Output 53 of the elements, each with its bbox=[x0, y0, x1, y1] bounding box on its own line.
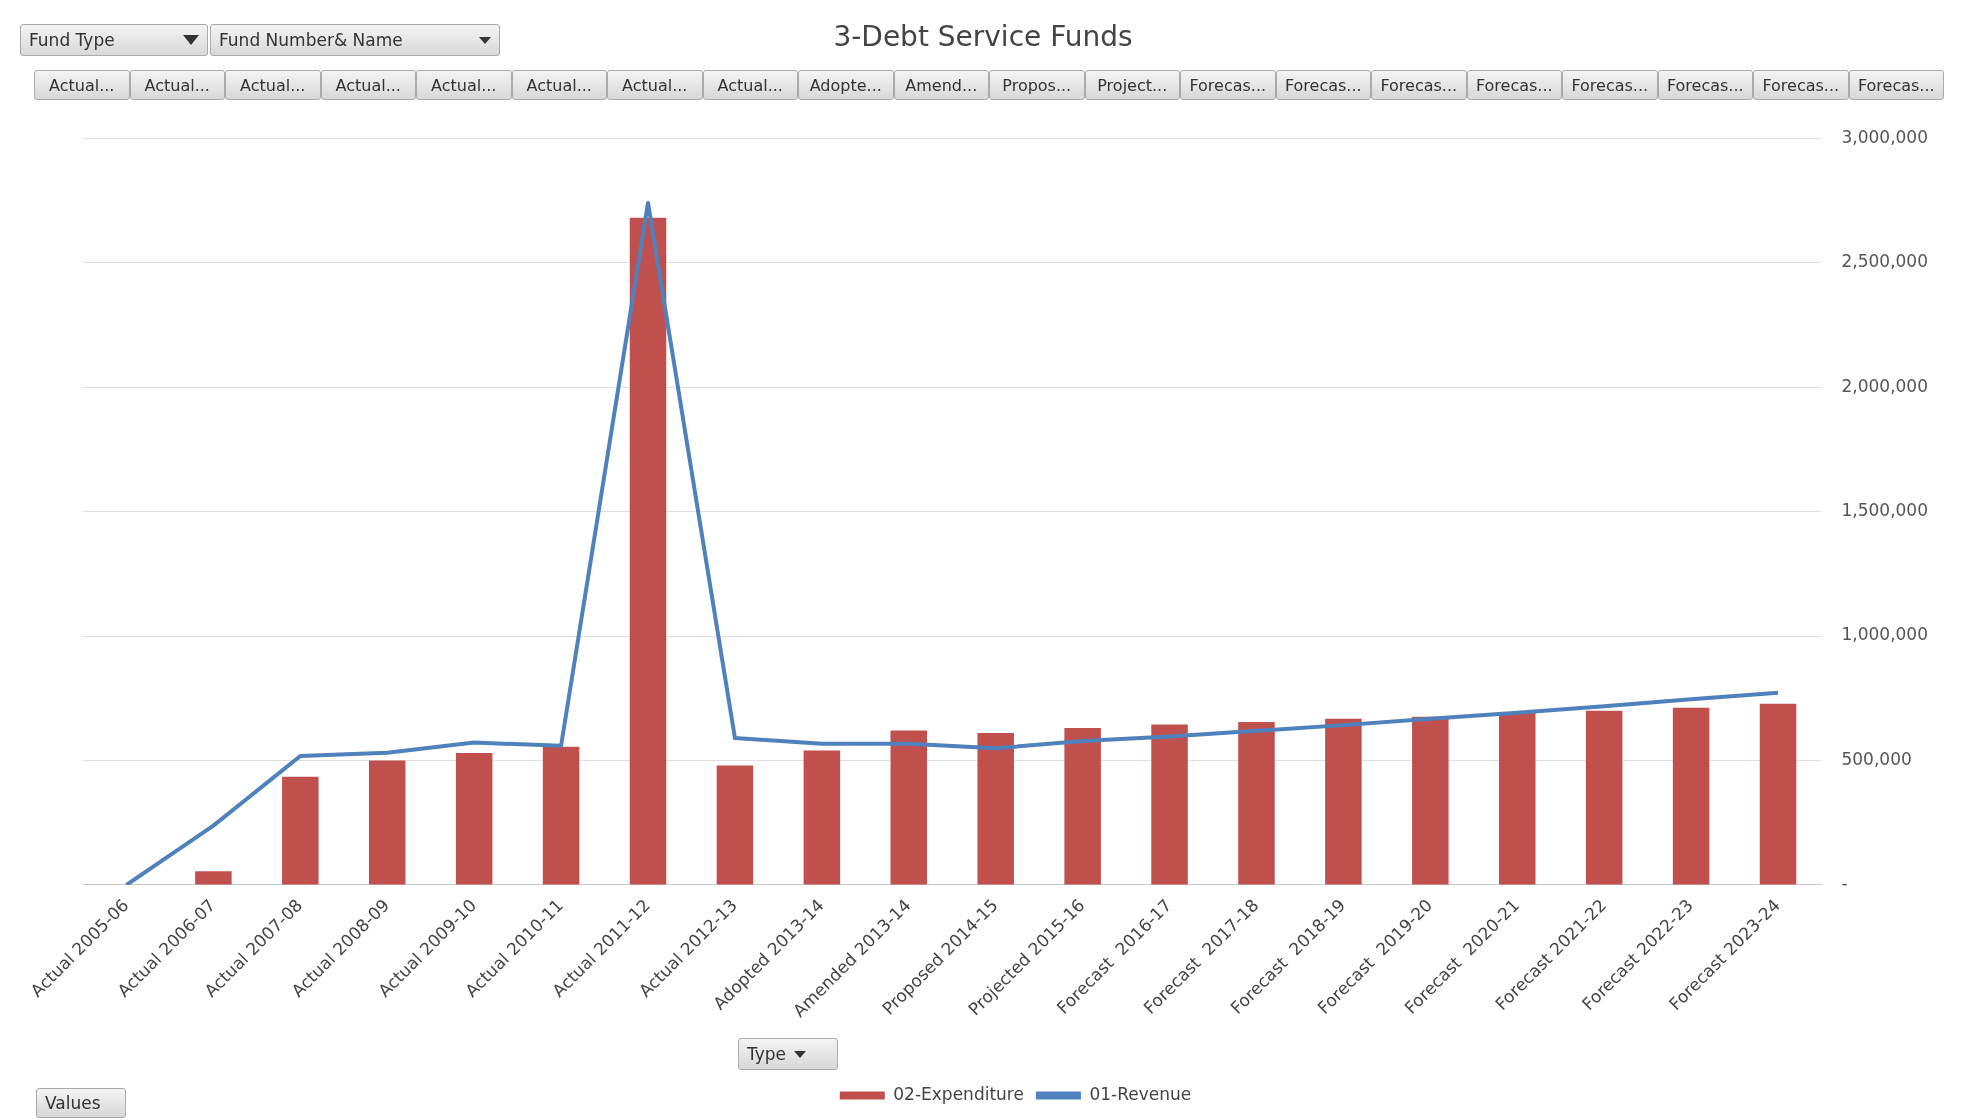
text: Actual... bbox=[34, 70, 130, 100]
bar bbox=[629, 217, 667, 885]
bar bbox=[542, 746, 580, 885]
text: Fund Type bbox=[29, 30, 115, 50]
text: Actual... bbox=[320, 70, 416, 100]
bar bbox=[1672, 707, 1710, 885]
text: Forecas... bbox=[1371, 70, 1467, 100]
text: Actual... bbox=[702, 70, 798, 100]
bar bbox=[1238, 721, 1275, 885]
text: Actual... bbox=[607, 70, 703, 100]
text: Actual... bbox=[225, 70, 321, 100]
text: Forecas... bbox=[1562, 70, 1658, 100]
text: Type bbox=[747, 1044, 787, 1064]
bar bbox=[716, 765, 754, 885]
bar bbox=[455, 753, 493, 885]
text: Propos... bbox=[989, 70, 1085, 100]
text: Values bbox=[36, 1088, 126, 1118]
bar bbox=[1325, 718, 1362, 885]
text: Project... bbox=[1084, 70, 1180, 100]
y-tick-label: 3,000,000 bbox=[1841, 126, 1929, 147]
bar bbox=[282, 776, 319, 885]
text: Forecas... bbox=[1466, 70, 1562, 100]
bar bbox=[1585, 710, 1623, 885]
text: Forecas... bbox=[1848, 70, 1944, 100]
chart-title: 3-Debt Service Funds bbox=[833, 20, 1133, 53]
text: Actual... bbox=[129, 70, 225, 100]
bar bbox=[1412, 716, 1449, 885]
legend-label: 01-Revenue bbox=[1089, 1083, 1192, 1104]
bar bbox=[803, 750, 841, 885]
text: Forecas... bbox=[1275, 70, 1371, 100]
bar bbox=[1151, 724, 1188, 885]
text: Fund Number& Name bbox=[219, 30, 403, 50]
text: Amend... bbox=[893, 70, 989, 100]
y-tick-label: 500,000 bbox=[1841, 748, 1912, 769]
bar bbox=[1064, 728, 1101, 885]
text: Forecas... bbox=[1180, 70, 1276, 100]
y-tick-label: 1,500,000 bbox=[1841, 499, 1929, 520]
y-tick-label: 2,000,000 bbox=[1841, 375, 1929, 396]
bar bbox=[1759, 703, 1797, 885]
bar bbox=[195, 871, 232, 885]
bar bbox=[368, 760, 406, 885]
text: Forecas... bbox=[1657, 70, 1753, 100]
bar bbox=[1498, 712, 1536, 885]
bar bbox=[977, 733, 1014, 885]
text: Actual... bbox=[511, 70, 607, 100]
bar bbox=[890, 730, 928, 885]
y-tick-label: - bbox=[1841, 873, 1848, 894]
text: Actual... bbox=[416, 70, 512, 100]
legend-label: 02-Expenditure bbox=[893, 1083, 1024, 1104]
text: Adopte... bbox=[798, 70, 894, 100]
y-tick-label: 1,000,000 bbox=[1841, 624, 1929, 645]
y-tick-label: 2,500,000 bbox=[1841, 251, 1929, 272]
text: Forecas... bbox=[1753, 70, 1849, 100]
